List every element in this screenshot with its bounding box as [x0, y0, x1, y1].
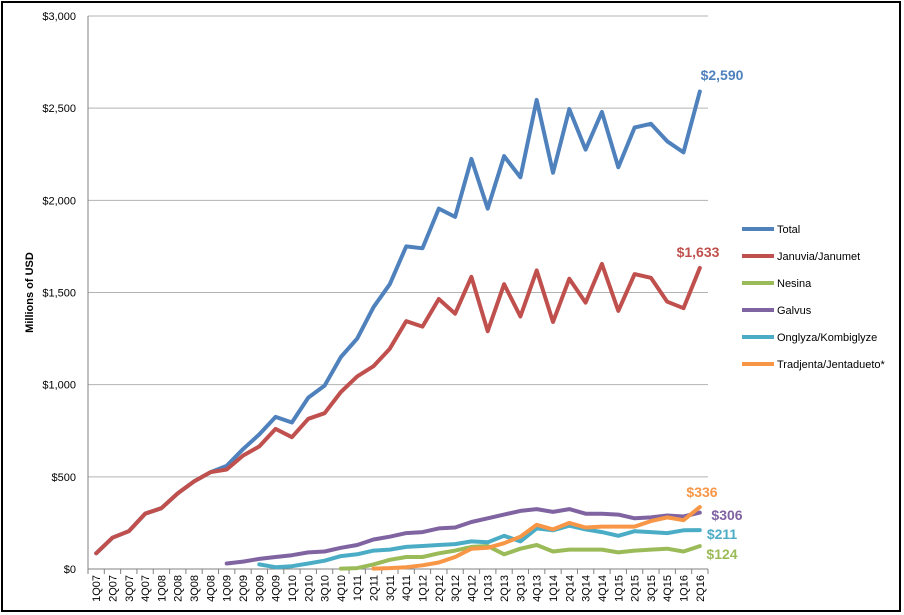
y-tick-label: $1,500 — [42, 288, 76, 300]
x-tick-label: 1Q13 — [483, 575, 495, 602]
series-line — [94, 261, 702, 556]
x-tick-label: 2Q13 — [499, 575, 511, 602]
x-tick-label: 1Q12 — [417, 575, 429, 602]
x-tick-label: 4Q08 — [205, 575, 217, 602]
x-tick-label: 2Q10 — [303, 575, 315, 602]
series-line — [224, 507, 702, 566]
x-tick-label: 1Q16 — [679, 575, 691, 602]
y-tick-label: $1,000 — [42, 380, 76, 392]
series-end-label: $2,590 — [701, 67, 744, 83]
series-end-label: $211 — [707, 526, 738, 542]
x-tick-label: 1Q10 — [287, 575, 299, 602]
legend-label: Total — [777, 224, 800, 236]
series-end-label: $306 — [711, 507, 742, 523]
x-tick-label: 2Q08 — [173, 575, 185, 602]
x-tick-label: 3Q07 — [124, 575, 136, 602]
legend-label: Nesina — [777, 278, 812, 290]
x-tick-label: 4Q15 — [662, 575, 674, 602]
x-tick-label: 3Q13 — [515, 575, 527, 602]
y-tick-label: $2,000 — [42, 195, 76, 207]
x-tick-label: 3Q11 — [385, 575, 397, 601]
x-tick-label: 4Q10 — [336, 575, 348, 602]
y-tick-label: $3,000 — [42, 11, 76, 23]
x-tick-label: 1Q09 — [222, 575, 234, 602]
x-tick-label: 4Q09 — [271, 575, 283, 602]
series-line — [94, 89, 702, 556]
x-tick-label: 1Q08 — [156, 575, 168, 602]
x-tick-label: 4Q12 — [466, 575, 478, 602]
x-tick-label: 2Q16 — [695, 575, 707, 602]
x-tick-label: 2Q14 — [564, 575, 576, 602]
x-tick-label: 1Q07 — [91, 575, 103, 602]
series-end-label: $1,633 — [677, 244, 720, 260]
x-tick-label: 2Q09 — [238, 575, 250, 602]
y-axis-title: Millions of USD — [24, 252, 36, 333]
x-tick-label: 3Q08 — [189, 575, 201, 602]
series-end-label: $336 — [686, 484, 717, 500]
series-line — [338, 543, 702, 571]
x-tick-label: 3Q14 — [581, 575, 593, 602]
legend-label: Galvus — [777, 305, 812, 317]
y-tick-label: $0 — [64, 564, 76, 576]
x-tick-label: 1Q15 — [613, 575, 625, 602]
legend-label: Onglyza/Kombiglyze — [777, 332, 877, 344]
legend-label: Januvia/Janumet — [777, 251, 860, 263]
x-tick-label: 4Q07 — [140, 575, 152, 602]
x-tick-label: 1Q14 — [548, 575, 560, 602]
x-tick-label: 4Q11 — [401, 575, 413, 601]
x-tick-label: 3Q15 — [646, 575, 658, 602]
series-line — [371, 505, 702, 571]
y-tick-label: $500 — [52, 472, 76, 484]
x-tick-label: 2Q11 — [369, 575, 381, 601]
x-tick-label: 2Q15 — [630, 575, 642, 602]
x-tick-label: 3Q12 — [450, 575, 462, 602]
x-tick-label: 3Q09 — [254, 575, 266, 602]
x-tick-label: 2Q12 — [434, 575, 446, 602]
series-line — [257, 523, 702, 570]
y-tick-label: $2,500 — [42, 103, 76, 115]
x-tick-label: 1Q11 — [352, 575, 364, 601]
x-tick-label: 4Q14 — [597, 575, 609, 602]
series-end-label: $124 — [706, 546, 737, 562]
x-tick-label: 3Q10 — [320, 575, 332, 602]
x-tick-label: 2Q07 — [107, 575, 119, 602]
legend-label: Tradjenta/Jentadueto* — [777, 359, 886, 371]
x-tick-label: 4Q13 — [532, 575, 544, 602]
